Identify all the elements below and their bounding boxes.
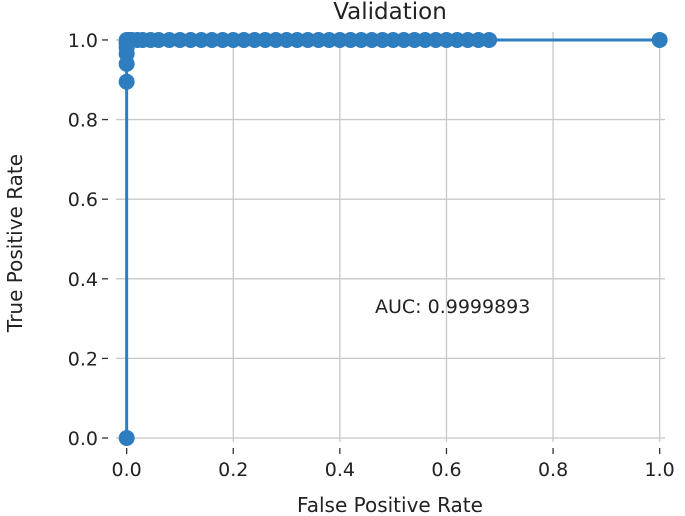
roc-point (118, 73, 135, 90)
x-tick-label: 0.8 (538, 459, 568, 481)
y-tick-label: 0.6 (68, 189, 98, 211)
roc-point (651, 31, 668, 48)
x-tick-label: 1.0 (645, 459, 675, 481)
y-tick-label: 1.0 (68, 30, 98, 52)
roc-point (481, 31, 498, 48)
roc-series (118, 31, 668, 447)
x-axis-label: False Positive Rate (297, 493, 483, 516)
grid (116, 32, 665, 442)
y-tick-label: 0.8 (68, 110, 98, 132)
x-tick-label: 0.0 (112, 459, 142, 481)
x-tick-label: 0.2 (218, 459, 248, 481)
roc-point (118, 430, 135, 447)
y-axis-label: True Positive Rate (3, 154, 27, 333)
roc-curve-line (125, 38, 660, 439)
x-tick-label: 0.6 (431, 459, 461, 481)
chart-title: Validation (333, 0, 447, 25)
y-tick-label: 0.4 (68, 269, 98, 291)
x-tick-label: 0.4 (325, 459, 355, 481)
y-tick-label: 0.0 (68, 428, 98, 450)
axis-ticks: 0.0 0.2 0.4 0.6 0.8 1.0 0.0 0.2 0.4 0.6 0.8 1.0 (68, 30, 675, 481)
auc-annotation: AUC: 0.9999893 (375, 296, 530, 318)
y-tick-label: 0.2 (68, 348, 98, 370)
